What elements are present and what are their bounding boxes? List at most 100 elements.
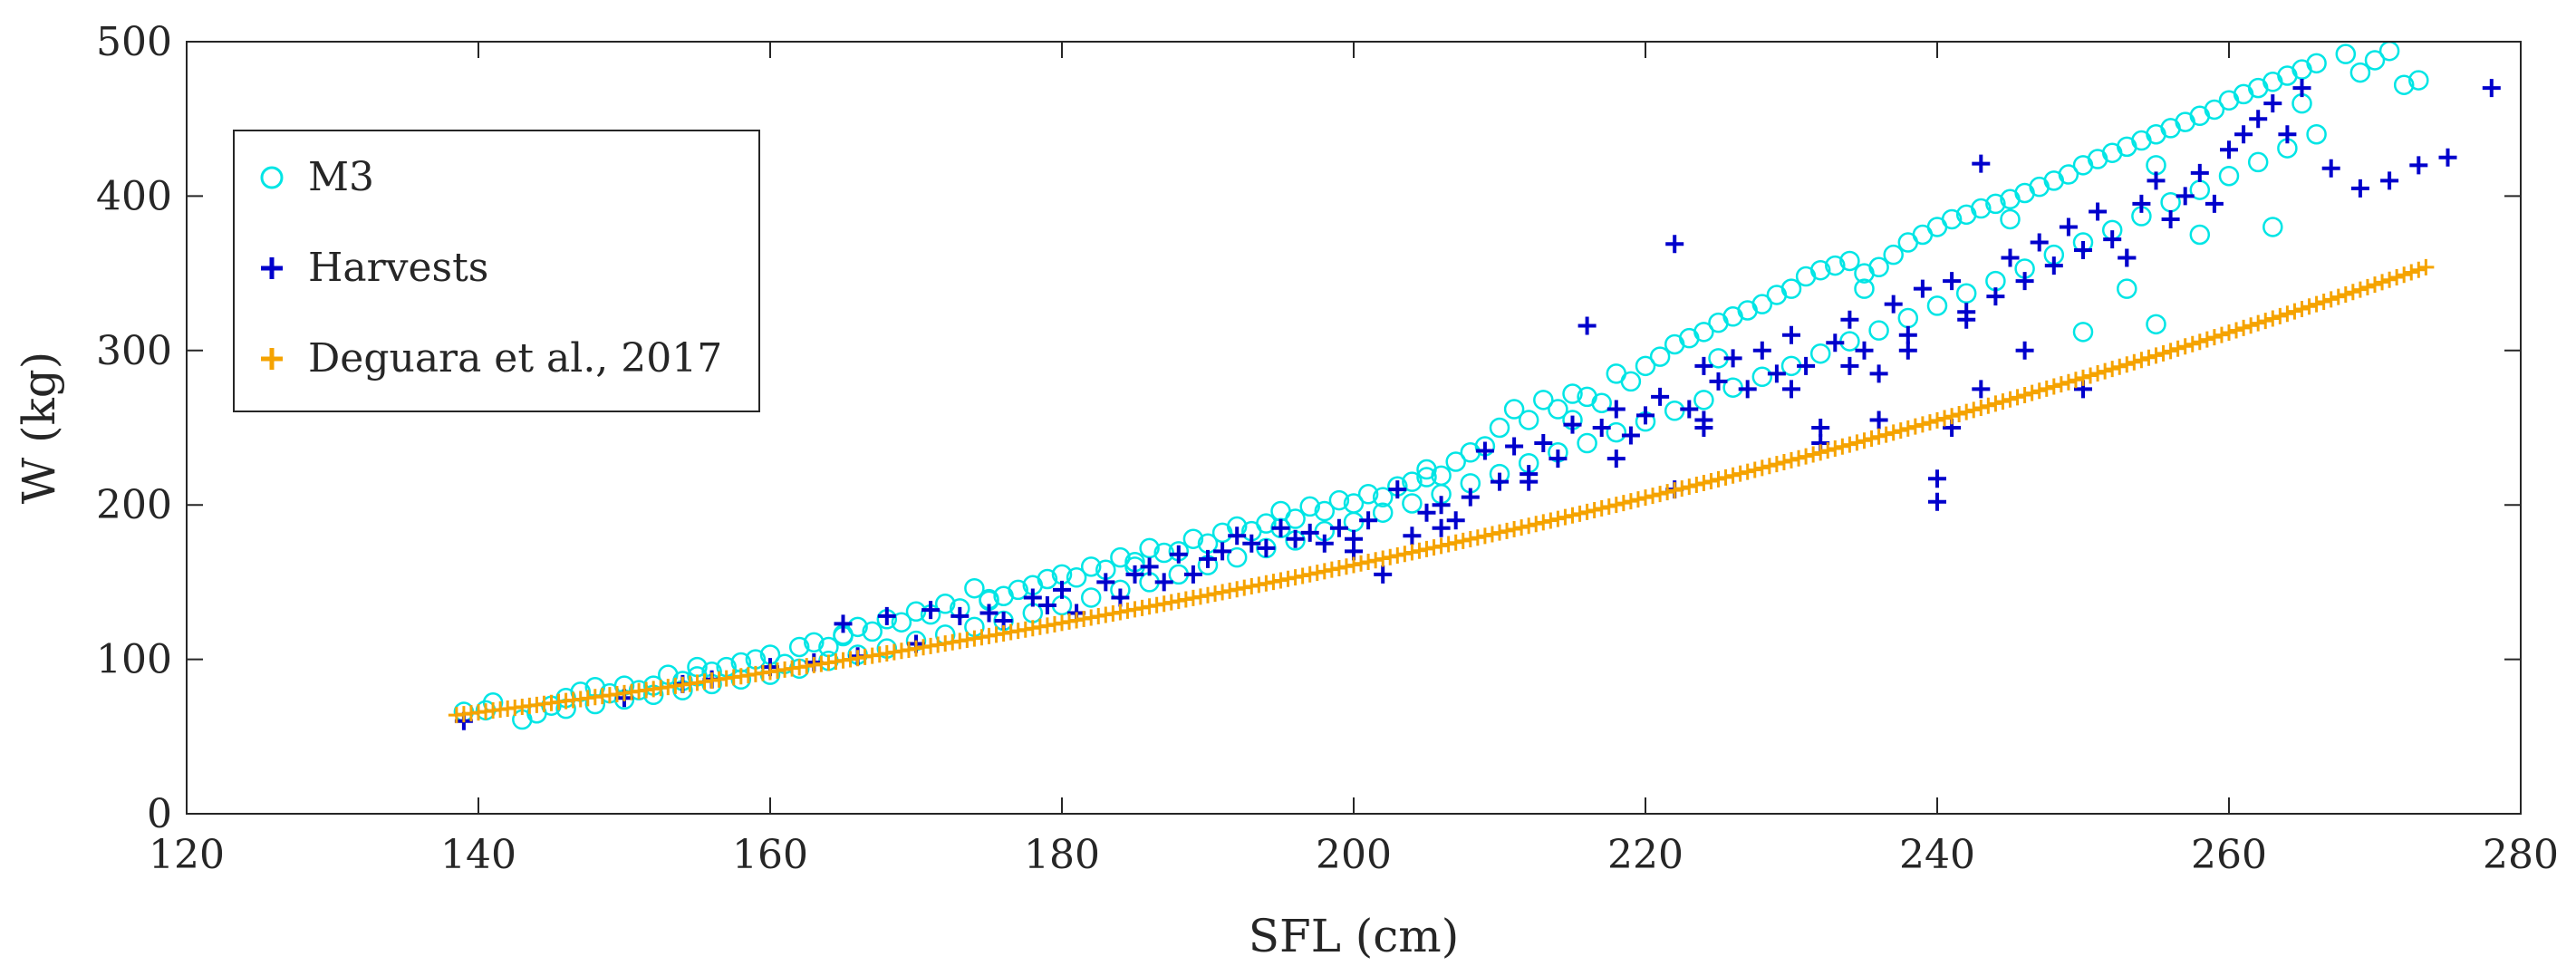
deguara-point [2002, 391, 2019, 408]
deguara-point [1353, 555, 1370, 572]
m3-point [804, 632, 825, 653]
deguara-point [1557, 508, 1574, 526]
deguara-point [1483, 526, 1500, 543]
m3-point [1372, 502, 1394, 523]
harvest-point [1957, 310, 1976, 329]
deguara-point [2403, 264, 2420, 281]
harvest-point [2030, 233, 2049, 252]
harvest-point [2015, 341, 2034, 360]
harvest-point [1884, 295, 1903, 314]
deguara-point [1710, 470, 1727, 488]
y-tick-label: 500 [96, 19, 172, 65]
m3-point [1971, 198, 1992, 219]
deguara-point [2075, 369, 2091, 386]
m3-point [1985, 193, 2006, 215]
deguara-point [2052, 376, 2069, 393]
deguara-point [1279, 570, 1297, 587]
deguara-point [1243, 578, 1260, 595]
harvest-point [1840, 310, 1859, 329]
m3-point [862, 621, 883, 642]
m3-point [1066, 567, 1087, 588]
harvest-point [1797, 356, 1816, 375]
deguara-point [1761, 458, 1778, 475]
deguara-point [1659, 484, 1676, 501]
deguara-point [2191, 333, 2208, 351]
deguara-point [2243, 317, 2260, 334]
x-tick-label: 260 [2191, 832, 2267, 878]
m3-point [1751, 294, 1773, 314]
deguara-point [2111, 358, 2128, 375]
deguara-point [2169, 340, 2186, 357]
deguara-point [1564, 507, 1581, 524]
deguara-point [1265, 574, 1282, 591]
deguara-point [1586, 501, 1603, 518]
m3-point [1854, 278, 1875, 299]
deguara-point [1462, 531, 1479, 548]
harvest-point [2380, 171, 2399, 190]
deguara-point [2286, 303, 2303, 320]
harvest-point [979, 604, 999, 623]
m3-point [1372, 487, 1394, 507]
harvest-point [2438, 148, 2457, 167]
harvest-point [1972, 154, 1991, 173]
deguara-point [1863, 430, 1880, 448]
deguara-point [1892, 422, 1909, 440]
deguara-point [1425, 539, 1442, 556]
m3-point [1809, 259, 1831, 281]
deguara-point [1965, 401, 1983, 419]
harvest-point [1432, 496, 1451, 515]
m3-point [1357, 484, 1379, 505]
harvest-point [1300, 523, 1319, 542]
harvest-point [1491, 472, 1509, 491]
deguara-point [1652, 486, 1669, 503]
deguara-point [1812, 444, 1829, 461]
harvest-point [1023, 588, 1042, 607]
m3-point [1533, 390, 1554, 411]
deguara-point [1768, 456, 1785, 473]
legend-box [233, 130, 760, 412]
deguara-point [2133, 352, 2150, 369]
y-tick-label: 0 [147, 791, 172, 837]
m3-point [2072, 322, 2094, 343]
deguara-point [1192, 588, 1209, 605]
deguara-point [2417, 258, 2435, 275]
harvest-point [1520, 472, 1539, 491]
harvest-point [2249, 110, 2268, 129]
harvest-point [2482, 79, 2501, 98]
harvest-point [2001, 248, 2020, 267]
deguara-point [1433, 537, 1450, 555]
m3-point [1868, 320, 1889, 341]
harvest-point [1869, 364, 1888, 383]
deguara-point [1775, 454, 1792, 471]
m3-point [1037, 568, 1058, 590]
deguara-point [2023, 384, 2041, 401]
harvest-point [1505, 437, 1524, 456]
harvest-point [2176, 187, 2195, 206]
deguara-point [1753, 459, 1770, 477]
y-tick-label: 100 [96, 637, 172, 683]
harvest-point [1183, 565, 1202, 584]
deguara-point [2038, 380, 2055, 397]
deguara-point [1520, 517, 1538, 535]
x-tick-label: 180 [1024, 832, 1100, 878]
m3-point [1620, 371, 1642, 392]
harvest-point [1898, 325, 1917, 344]
deguara-point [2250, 314, 2267, 332]
deguara-point [1200, 586, 1216, 604]
harvest-point [2263, 94, 2282, 113]
deguara-point [1739, 463, 1756, 480]
harvest-point [1680, 400, 1699, 419]
m3-point [1926, 295, 1948, 316]
m3-point [1139, 537, 1160, 559]
deguara-point [1308, 565, 1326, 582]
m3-point [1110, 546, 1131, 568]
harvest-point [2118, 248, 2137, 267]
series-deguara [448, 258, 2435, 724]
harvest-point [2350, 179, 2369, 198]
m3-point [1883, 244, 1904, 266]
deguara-point [1994, 393, 2012, 411]
harvest-point [1694, 356, 1713, 375]
deguara-point [1105, 604, 1122, 622]
harvest-point [1986, 287, 2005, 306]
m3-point [1182, 528, 1204, 549]
